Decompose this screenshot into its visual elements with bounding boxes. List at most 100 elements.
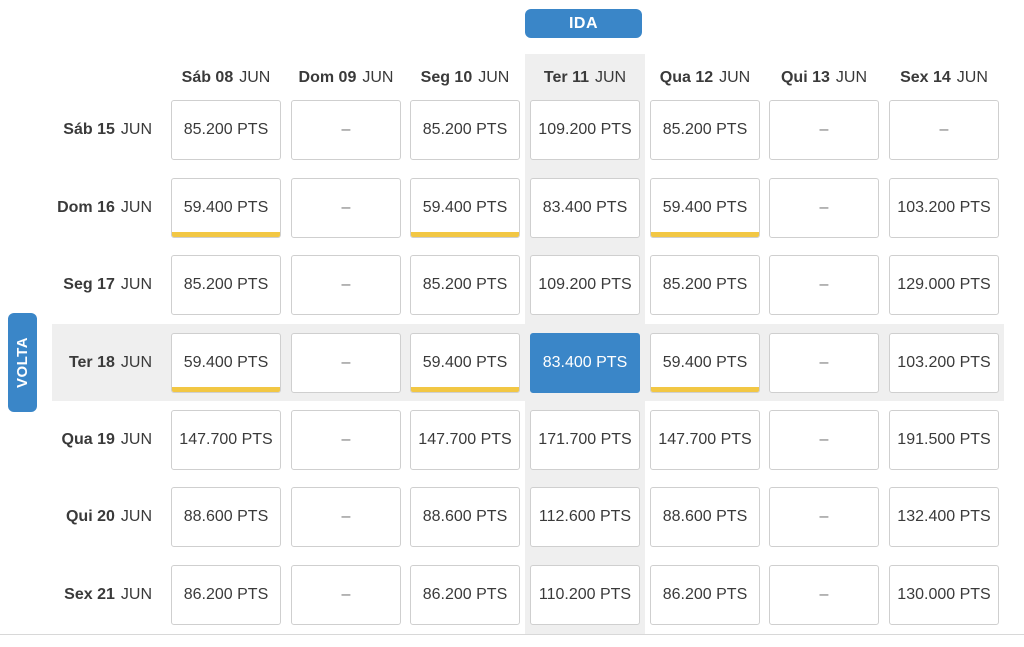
fare-price-label: 59.400 PTS	[662, 354, 748, 371]
fare-cell[interactable]: 171.700 PTS	[530, 410, 640, 470]
fare-cell[interactable]: 147.700 PTS	[410, 410, 520, 470]
fare-cell[interactable]: 147.700 PTS	[171, 410, 281, 470]
fare-price-label: –	[341, 354, 351, 371]
fare-cell[interactable]: 85.200 PTS	[650, 255, 760, 315]
fare-price-label: –	[819, 508, 829, 525]
fare-price-label: 59.400 PTS	[422, 199, 508, 216]
outbound-date-header: Qui 13 JUN	[764, 66, 884, 90]
fare-cell[interactable]: 59.400 PTS	[410, 333, 520, 393]
fare-cell[interactable]: 59.400 PTS	[650, 333, 760, 393]
fare-price-label: 109.200 PTS	[538, 121, 632, 138]
outbound-month-label: JUN	[594, 69, 627, 86]
fare-price-label: 85.200 PTS	[183, 276, 269, 293]
return-date-header: Dom 16 JUN	[40, 196, 152, 220]
fare-price-label: –	[819, 276, 829, 293]
fare-cell[interactable]: 110.200 PTS	[530, 565, 640, 625]
fare-cell[interactable]: 112.600 PTS	[530, 487, 640, 547]
fare-price-label: 88.600 PTS	[662, 508, 748, 525]
fare-price-label: –	[819, 121, 829, 138]
fare-cell[interactable]: 191.500 PTS	[889, 410, 999, 470]
fare-price-label: 103.200 PTS	[897, 354, 991, 371]
lowest-price-indicator	[411, 232, 519, 237]
fare-cell[interactable]: 59.400 PTS	[171, 333, 281, 393]
fare-cell[interactable]: 83.400 PTS	[530, 178, 640, 238]
return-day-label: Qui 20	[65, 508, 115, 525]
fare-price-label: 130.000 PTS	[897, 586, 991, 603]
fare-cell[interactable]: 59.400 PTS	[171, 178, 281, 238]
fare-cell[interactable]: 88.600 PTS	[171, 487, 281, 547]
fare-cell[interactable]: 85.200 PTS	[410, 100, 520, 160]
fare-price-label: –	[819, 354, 829, 371]
fare-price-label: 132.400 PTS	[897, 508, 991, 525]
fare-cell-unavailable: –	[291, 255, 401, 315]
fare-price-label: 88.600 PTS	[422, 508, 508, 525]
return-month-label: JUN	[120, 431, 152, 448]
fare-cell[interactable]: 109.200 PTS	[530, 255, 640, 315]
fare-cell-unavailable: –	[769, 100, 879, 160]
fare-price-label: 83.400 PTS	[542, 199, 628, 216]
return-month-label: JUN	[120, 199, 152, 216]
fare-cell-unavailable: –	[889, 100, 999, 160]
fare-cell[interactable]: 85.200 PTS	[171, 255, 281, 315]
fare-price-label: 103.200 PTS	[897, 199, 991, 216]
fare-price-label: 59.400 PTS	[422, 354, 508, 371]
fare-price-label: 112.600 PTS	[538, 508, 632, 525]
outbound-day-label: Sex 14	[900, 69, 951, 86]
fare-price-label: 85.200 PTS	[183, 121, 269, 138]
fare-cell-unavailable: –	[291, 565, 401, 625]
fare-cell[interactable]: 88.600 PTS	[650, 487, 760, 547]
lowest-price-indicator	[172, 232, 280, 237]
fare-price-label: 171.700 PTS	[538, 431, 632, 448]
fare-cell[interactable]: 103.200 PTS	[889, 178, 999, 238]
fare-cell[interactable]: 85.200 PTS	[171, 100, 281, 160]
fare-price-label: 147.700 PTS	[658, 431, 752, 448]
fare-price-label: 85.200 PTS	[662, 276, 748, 293]
return-month-label: JUN	[120, 354, 152, 371]
outbound-day-label: Qui 13	[780, 69, 830, 86]
return-month-label: JUN	[120, 276, 152, 293]
fare-cell-unavailable: –	[291, 178, 401, 238]
fare-price-label: 85.200 PTS	[662, 121, 748, 138]
fare-price-label: –	[341, 431, 351, 448]
fare-cell-unavailable: –	[291, 333, 401, 393]
outbound-day-label: Sáb 08	[181, 69, 234, 86]
return-month-label: JUN	[120, 586, 152, 603]
return-day-label: Ter 18	[68, 354, 115, 371]
fare-cell[interactable]: 147.700 PTS	[650, 410, 760, 470]
fare-cell-unavailable: –	[291, 410, 401, 470]
fare-cell[interactable]: 129.000 PTS	[889, 255, 999, 315]
fare-price-label: 86.200 PTS	[183, 586, 269, 603]
fare-price-label: 191.500 PTS	[897, 431, 991, 448]
fare-cell[interactable]: 85.200 PTS	[410, 255, 520, 315]
fare-cell[interactable]: 59.400 PTS	[410, 178, 520, 238]
fare-cell[interactable]: 59.400 PTS	[650, 178, 760, 238]
fare-price-label: –	[341, 199, 351, 216]
outbound-month-label: JUN	[719, 69, 751, 86]
return-date-header: Seg 17 JUN	[40, 273, 152, 297]
fare-price-label: 83.400 PTS	[542, 354, 628, 371]
lowest-price-indicator	[651, 387, 759, 392]
fare-cell-unavailable: –	[769, 410, 879, 470]
return-day-label: Qua 19	[61, 431, 115, 448]
fare-price-label: 109.200 PTS	[538, 276, 632, 293]
return-date-header: Sex 21 JUN	[40, 583, 152, 607]
fare-cell[interactable]: 83.400 PTS	[530, 333, 640, 393]
fare-price-label: –	[341, 121, 351, 138]
fare-price-label: 129.000 PTS	[897, 276, 991, 293]
fare-cell[interactable]: 86.200 PTS	[650, 565, 760, 625]
fare-cell[interactable]: 132.400 PTS	[889, 487, 999, 547]
fare-cell[interactable]: 86.200 PTS	[171, 565, 281, 625]
return-date-header: Qua 19 JUN	[40, 428, 152, 452]
fare-cell-unavailable: –	[769, 487, 879, 547]
fare-price-label: 59.400 PTS	[183, 199, 269, 216]
fare-cell[interactable]: 103.200 PTS	[889, 333, 999, 393]
fare-cell[interactable]: 85.200 PTS	[650, 100, 760, 160]
fare-cell[interactable]: 109.200 PTS	[530, 100, 640, 160]
fare-price-label: 147.700 PTS	[418, 431, 512, 448]
fare-cell[interactable]: 86.200 PTS	[410, 565, 520, 625]
fare-cell[interactable]: 88.600 PTS	[410, 487, 520, 547]
fare-cell[interactable]: 130.000 PTS	[889, 565, 999, 625]
outbound-month-label: JUN	[956, 69, 988, 86]
fare-price-label: –	[341, 586, 351, 603]
return-day-label: Dom 16	[57, 199, 115, 216]
